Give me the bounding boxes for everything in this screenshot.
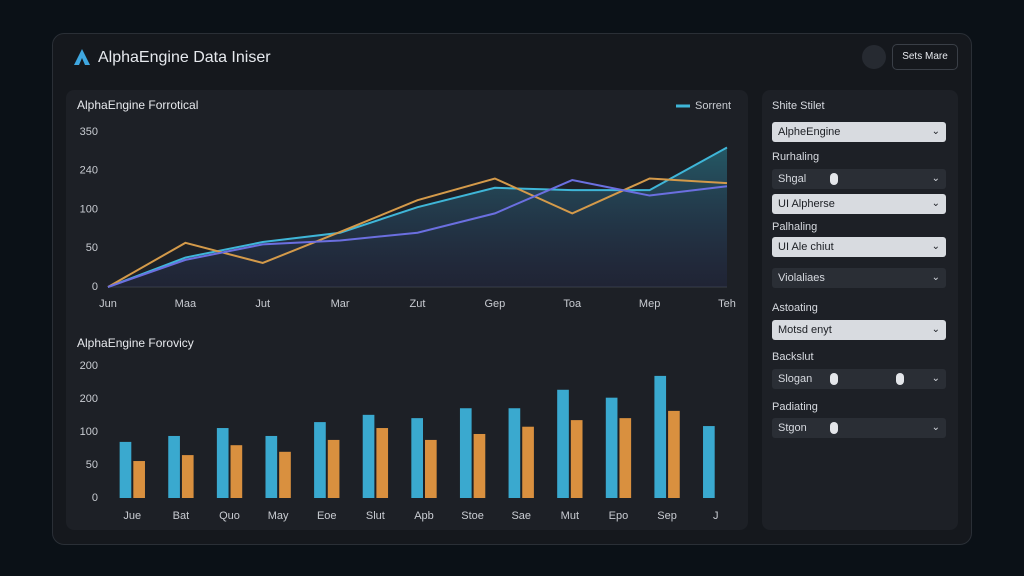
area: [108, 147, 727, 287]
y-tick-label: 0: [92, 281, 98, 293]
x-tick-label: Slut: [366, 510, 385, 522]
bell-button[interactable]: [862, 45, 886, 69]
slider[interactable]: Shgal ⌄: [772, 169, 946, 189]
dropdown[interactable]: Motsd enyt ⌄: [772, 320, 946, 340]
x-tick-label: Jun: [99, 298, 117, 310]
bar: [425, 439, 437, 498]
line: [107, 179, 728, 288]
y-tick-label: 100: [80, 203, 98, 215]
x-tick-label: Bat: [173, 510, 190, 522]
header-button[interactable]: Sets Mare: [892, 44, 958, 70]
app-title: AlphaEngine Data Iniser: [98, 49, 271, 66]
dropdown[interactable]: AlpheEngine ⌄: [772, 122, 946, 142]
slider-label: Slogan: [778, 373, 813, 385]
y-tick-label: 50: [86, 242, 98, 254]
x-tick-label: J: [713, 510, 719, 522]
y-tick-label: 0: [92, 492, 98, 504]
bar: [230, 445, 243, 498]
x-tick-label: Eoe: [317, 510, 337, 522]
bar: [216, 428, 229, 498]
dropdown-value: UI Alpherse: [778, 198, 835, 210]
y-tick-label: 50: [86, 459, 98, 471]
x-tick-label: Jut: [255, 298, 270, 310]
bar: [522, 426, 534, 498]
bar: [119, 441, 132, 498]
x-tick-label: Apb: [414, 510, 434, 522]
dropdown-value: UI Ale chiut: [778, 241, 834, 253]
x-tick-label: Teh: [718, 298, 736, 310]
bar: [168, 435, 180, 498]
field-label: Backslut: [772, 351, 814, 363]
bar: [279, 451, 291, 498]
slider-label: Shgal: [778, 173, 807, 185]
chart-title: AlphaEngine Forrotical: [77, 98, 198, 112]
bar: [327, 439, 340, 498]
field-label: Padiating: [772, 401, 818, 413]
bar: [508, 408, 521, 498]
bar: [654, 375, 667, 498]
dropdown[interactable]: UI Alpherse ⌄: [772, 194, 946, 214]
dropdown-value: Violaliaes: [778, 272, 825, 284]
sidebar: [762, 90, 958, 530]
bar: [265, 435, 278, 498]
slider[interactable]: Stgon ⌄: [772, 418, 946, 438]
field-label: Rurhaling: [772, 151, 820, 163]
dropdown-value: Motsd enyt: [778, 324, 832, 336]
bar: [570, 420, 583, 498]
bar: [411, 418, 423, 498]
y-tick-label: 200: [80, 360, 98, 372]
x-tick-label: Sae: [511, 510, 531, 522]
bar: [181, 455, 194, 498]
x-tick-label: Sep: [657, 510, 677, 522]
bar: [459, 408, 472, 498]
bar: [557, 389, 569, 498]
x-tick-label: Quo: [219, 510, 240, 522]
y-tick-label: 200: [80, 393, 98, 405]
legend-label: Sorrent: [695, 100, 731, 112]
slider[interactable]: Slogan ⌄: [772, 369, 946, 389]
y-tick-label: 350: [80, 126, 98, 138]
field-label: Astoating: [772, 302, 818, 314]
bar: [376, 428, 389, 498]
bar: [619, 418, 632, 498]
x-tick-label: Mar: [331, 298, 350, 310]
chart-title: AlphaEngine Forovicy: [77, 336, 194, 350]
bar: [473, 433, 486, 498]
field-label: Palhaling: [772, 221, 818, 233]
x-tick-label: Epo: [609, 510, 629, 522]
bar: [133, 461, 145, 498]
bar: [362, 414, 375, 498]
x-tick-label: Mut: [561, 510, 579, 522]
x-tick-label: Stoe: [461, 510, 484, 522]
x-tick-label: Jue: [123, 510, 141, 522]
x-tick-label: Mep: [639, 298, 660, 310]
slider-label: Stgon: [778, 422, 807, 434]
sidebar-title: Shite Stilet: [772, 100, 825, 112]
bar: [605, 397, 618, 498]
bar: [703, 426, 715, 498]
x-tick-label: Gep: [484, 298, 505, 310]
x-tick-label: Maa: [175, 298, 197, 310]
dropdown-value: AlpheEngine: [778, 126, 841, 138]
logo: [74, 49, 90, 65]
x-tick-label: May: [268, 510, 289, 522]
dropdown[interactable]: Violaliaes ⌄: [772, 268, 946, 288]
bar: [668, 410, 680, 498]
dropdown[interactable]: UI Ale chiut ⌄: [772, 237, 946, 257]
bar: [314, 422, 326, 498]
x-tick-label: Zut: [410, 298, 426, 310]
x-tick-label: Toa: [563, 298, 582, 310]
y-tick-label: 240: [80, 165, 98, 177]
y-tick-label: 100: [80, 426, 98, 438]
